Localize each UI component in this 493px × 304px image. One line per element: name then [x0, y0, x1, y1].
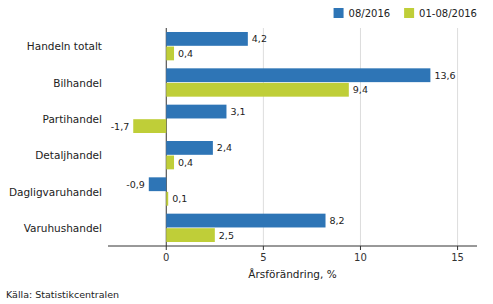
bar	[166, 68, 430, 82]
axis-label: Årsförändring, %	[248, 268, 336, 280]
data-labels: 8,2 -0,9 2,4 3,1 13,6 4,2 2,5 0,1 0,4 -1,7 9,4 0,4	[111, 33, 456, 240]
data-label: 4,2	[252, 33, 267, 44]
tick-label: 0	[163, 252, 169, 263]
data-label: 0,1	[172, 193, 187, 204]
bar	[133, 119, 166, 133]
chart: 8,2 -0,9 2,4 3,1 13,6 4,2 2,5 0,1 0,4 -1,7 9,4 0,4 0…	[0, 0, 493, 304]
legend-swatch	[334, 8, 344, 18]
legend-swatch	[404, 8, 414, 18]
y-axis: Varuhushandel Dagligvaruhandel Detaljhande…	[9, 40, 102, 234]
bar	[166, 214, 325, 228]
category-label: Partihandel	[43, 113, 102, 125]
legend-label: 08/2016	[349, 8, 391, 19]
category-label: Varuhushandel	[24, 222, 102, 234]
data-label: 2,5	[219, 230, 234, 241]
bars	[133, 32, 430, 242]
data-label: -1,7	[111, 121, 130, 132]
tick-mark	[263, 246, 264, 250]
tick-mark	[360, 246, 361, 250]
bar	[166, 105, 226, 119]
bar	[149, 177, 166, 191]
data-label: 13,6	[434, 70, 455, 81]
tick-mark	[457, 246, 458, 250]
bar	[166, 32, 248, 46]
annotation: Källa: Statistikcentralen	[6, 289, 119, 300]
grid	[166, 28, 457, 246]
legend-label: 01-08/2016	[419, 8, 477, 19]
grid-line	[263, 28, 264, 246]
category-label: Dagligvaruhandel	[9, 186, 102, 198]
bar	[166, 47, 174, 61]
bar	[166, 192, 168, 206]
grid-line	[457, 28, 458, 246]
category-label: Handeln totalt	[27, 40, 102, 52]
grid-line	[360, 28, 361, 246]
bar	[166, 141, 213, 155]
x-axis: 0 5 10 15 Årsförändring, %	[108, 246, 477, 280]
legend: 01-08/2016 08/2016	[334, 8, 477, 19]
bar	[166, 228, 215, 242]
tick-label: 5	[260, 252, 266, 263]
data-label: 2,4	[217, 142, 232, 153]
data-label: 3,1	[230, 106, 245, 117]
data-label: -0,9	[126, 179, 145, 190]
data-label: 0,4	[178, 157, 193, 168]
category-label: Detaljhandel	[35, 149, 102, 161]
bar	[166, 83, 349, 97]
axis-line	[108, 246, 477, 247]
grid-line	[166, 28, 167, 246]
tick-mark	[166, 246, 167, 250]
data-label: 0,4	[178, 48, 193, 59]
category-label: Bilhandel	[53, 77, 102, 89]
page: {"chart_data": {"type": "bar", "orientat…	[0, 0, 493, 304]
tick-label: 15	[451, 252, 464, 263]
bar	[166, 156, 174, 170]
data-label: 9,4	[353, 84, 368, 95]
tick-label: 10	[354, 252, 367, 263]
data-label: 8,2	[330, 215, 345, 226]
